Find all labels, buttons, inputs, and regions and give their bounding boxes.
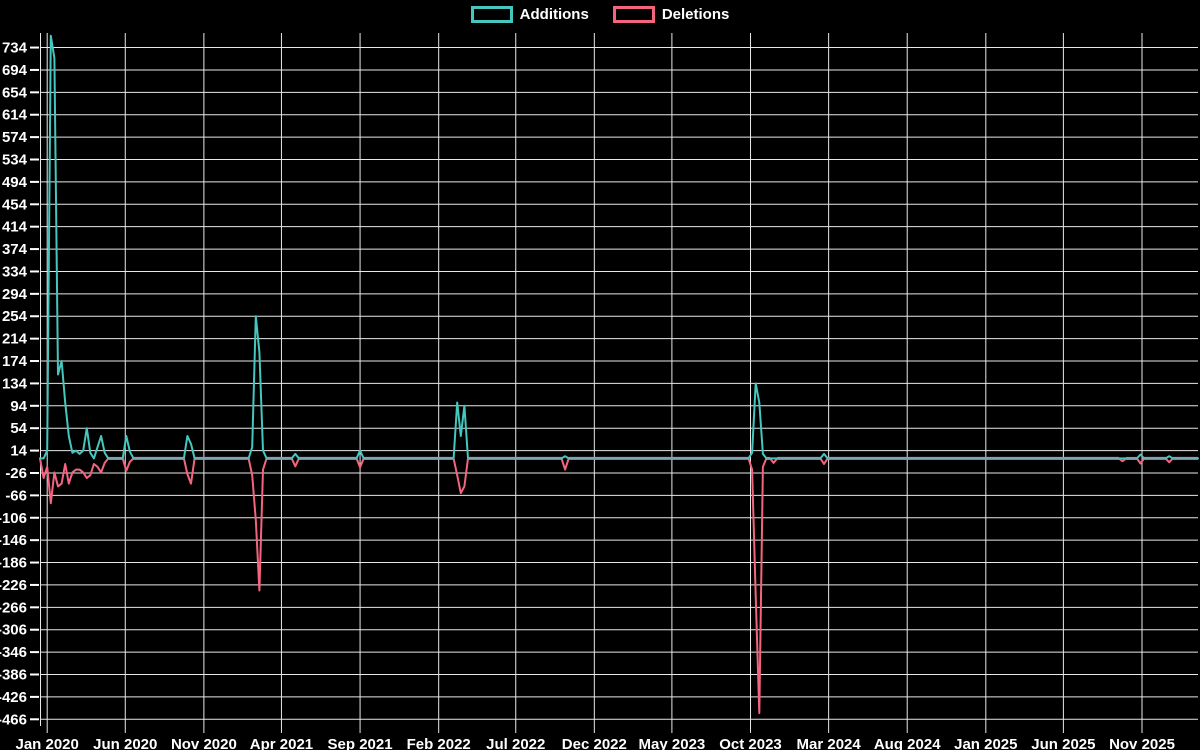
- additions-swatch-icon: [470, 6, 513, 23]
- y-tick-label: -146: [0, 532, 27, 549]
- y-tick-label: 174: [2, 353, 28, 370]
- x-tick-label: Jan 2020: [15, 736, 78, 750]
- x-tick-label: Nov 2020: [171, 736, 237, 750]
- x-tick-label: Sep 2021: [328, 736, 393, 750]
- y-tick-label: -186: [0, 555, 27, 572]
- y-tick-label: 614: [2, 107, 28, 124]
- y-tick-label: -66: [5, 487, 27, 504]
- x-tick-label: Jan 2025: [954, 736, 1017, 750]
- y-tick-label: -106: [0, 510, 27, 527]
- x-tick-label: Nov 2025: [1109, 736, 1175, 750]
- y-tick-label: -466: [0, 711, 27, 728]
- y-tick-label: 334: [2, 263, 28, 280]
- y-tick-label: 494: [2, 174, 28, 191]
- x-tick-label: Jul 2022: [486, 736, 545, 750]
- x-tick-label: Apr 2021: [250, 736, 313, 750]
- legend-item-deletions[interactable]: Deletions: [612, 6, 730, 23]
- x-tick-label: Jun 2025: [1031, 736, 1095, 750]
- legend-label-deletions: Deletions: [661, 6, 730, 23]
- y-tick-label: 254: [2, 308, 28, 325]
- x-tick-label: Oct 2023: [719, 736, 782, 750]
- y-tick-label: -226: [0, 577, 27, 594]
- x-tick-label: Jun 2020: [93, 736, 157, 750]
- y-tick-label: -426: [0, 689, 27, 706]
- legend-item-additions[interactable]: Additions: [470, 6, 589, 23]
- y-tick-label: 294: [2, 286, 28, 303]
- y-tick-label: 374: [2, 241, 28, 258]
- y-tick-label: -26: [5, 465, 27, 482]
- y-tick-label: 54: [10, 420, 27, 437]
- y-tick-label: -386: [0, 667, 27, 684]
- chart-legend: Additions Deletions: [0, 6, 1200, 23]
- y-tick-label: 94: [10, 398, 27, 415]
- y-tick-label: -266: [0, 599, 27, 616]
- y-tick-label: 454: [2, 196, 28, 213]
- legend-label-additions: Additions: [519, 6, 589, 23]
- y-tick-label: 734: [2, 40, 28, 57]
- y-tick-label: 694: [2, 62, 28, 79]
- x-tick-label: Aug 2024: [874, 736, 941, 750]
- x-tick-label: Mar 2024: [797, 736, 862, 750]
- y-tick-label: 14: [10, 443, 27, 460]
- deletions-swatch-icon: [612, 6, 655, 23]
- y-tick-label: -346: [0, 644, 27, 661]
- y-tick-label: 574: [2, 129, 28, 146]
- x-tick-label: May 2023: [639, 736, 706, 750]
- y-tick-label: -306: [0, 622, 27, 639]
- additions-line: [39, 34, 1199, 460]
- y-tick-label: 134: [2, 375, 28, 392]
- x-tick-label: Dec 2022: [562, 736, 627, 750]
- y-tick-label: 534: [2, 152, 28, 169]
- y-tick-label: 214: [2, 331, 28, 348]
- x-tick-label: Feb 2022: [407, 736, 471, 750]
- y-tick-label: 654: [2, 84, 28, 101]
- y-tick-label: 414: [2, 219, 28, 236]
